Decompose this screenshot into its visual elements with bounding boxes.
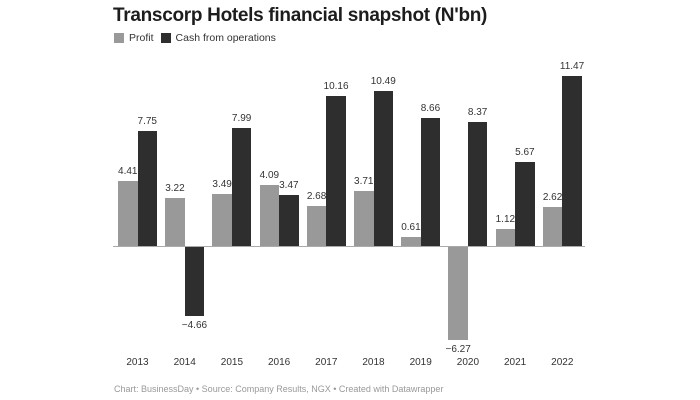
- cash-bar-2020: [467, 122, 488, 246]
- x-tick-2020: 2020: [456, 357, 480, 368]
- cash-bar-2016: [279, 194, 299, 246]
- profit-bar-2013: [118, 180, 138, 246]
- cash-bar-2019: [420, 117, 441, 246]
- profit-bar-2022: [542, 207, 563, 246]
- cash-bar-2022: [562, 76, 582, 246]
- cash-value-label-2018: 10.49: [370, 75, 396, 87]
- profit-value-label-2021: 1.12: [495, 214, 516, 226]
- profit-bar-2015: [212, 194, 232, 246]
- profit-bar-2016: [259, 185, 280, 246]
- x-tick-2021: 2021: [503, 357, 527, 368]
- cash-value-label-2022: 11.47: [559, 61, 585, 73]
- profit-value-label-2015: 3.49: [212, 179, 232, 191]
- profit-value-label-2014: 3.22: [165, 183, 185, 195]
- x-tick-2013: 2013: [126, 357, 149, 368]
- cash-value-label-2019: 8.66: [420, 102, 441, 114]
- profit-bar-2014: [165, 198, 185, 246]
- cash-value-label-2021: 5.67: [515, 147, 535, 159]
- cash-bar-2021: [515, 162, 535, 246]
- cash-bar-2013: [137, 131, 157, 246]
- cash-bar-2015: [231, 127, 252, 246]
- profit-value-label-2022: 2.62: [542, 192, 563, 204]
- profit-value-label-2018: 3.71: [354, 176, 374, 188]
- cash-bar-2017: [326, 95, 346, 246]
- zero-baseline: [113, 246, 585, 247]
- profit-bar-2018: [354, 191, 374, 246]
- cash-value-label-2014: −4.66: [181, 319, 208, 331]
- x-tick-2017: 2017: [315, 357, 338, 368]
- chart-footer: Chart: BusinessDay • Source: Company Res…: [114, 384, 444, 394]
- legend-item-profit: Profit: [114, 32, 154, 44]
- cash-bar-2014: [184, 247, 205, 316]
- cash-bar-2018: [373, 90, 393, 246]
- x-tick-2018: 2018: [362, 357, 385, 368]
- legend-item-cash: Cash from operations: [160, 32, 276, 44]
- cash-value-label-2017: 10.16: [323, 80, 349, 92]
- legend: Profit Cash from operations: [114, 32, 283, 44]
- profit-bar-2020: [448, 247, 468, 340]
- legend-swatch-profit: [114, 33, 124, 43]
- chart-title: Transcorp Hotels financial snapshot (N'b…: [113, 5, 488, 26]
- profit-value-label-2016: 4.09: [259, 170, 280, 182]
- cash-value-label-2020: 8.37: [467, 107, 488, 119]
- legend-swatch-cash: [160, 33, 171, 43]
- profit-bar-2021: [495, 229, 516, 246]
- legend-label-cash: Cash from operations: [175, 32, 276, 44]
- x-tick-2022: 2022: [551, 357, 574, 368]
- x-tick-2014: 2014: [173, 357, 196, 368]
- profit-value-label-2019: 0.61: [401, 221, 421, 233]
- cash-value-label-2015: 7.99: [231, 112, 252, 124]
- x-tick-2019: 2019: [409, 357, 432, 368]
- x-tick-2016: 2016: [267, 357, 291, 368]
- legend-label-profit: Profit: [129, 32, 154, 44]
- profit-value-label-2020: −6.27: [445, 343, 471, 355]
- x-tick-2015: 2015: [220, 357, 244, 368]
- cash-value-label-2013: 7.75: [137, 116, 157, 128]
- profit-value-label-2017: 2.68: [306, 191, 327, 203]
- profit-value-label-2013: 4.41: [118, 165, 138, 177]
- cash-value-label-2016: 3.47: [279, 179, 299, 191]
- profit-bar-2017: [306, 206, 327, 246]
- profit-bar-2019: [401, 236, 421, 246]
